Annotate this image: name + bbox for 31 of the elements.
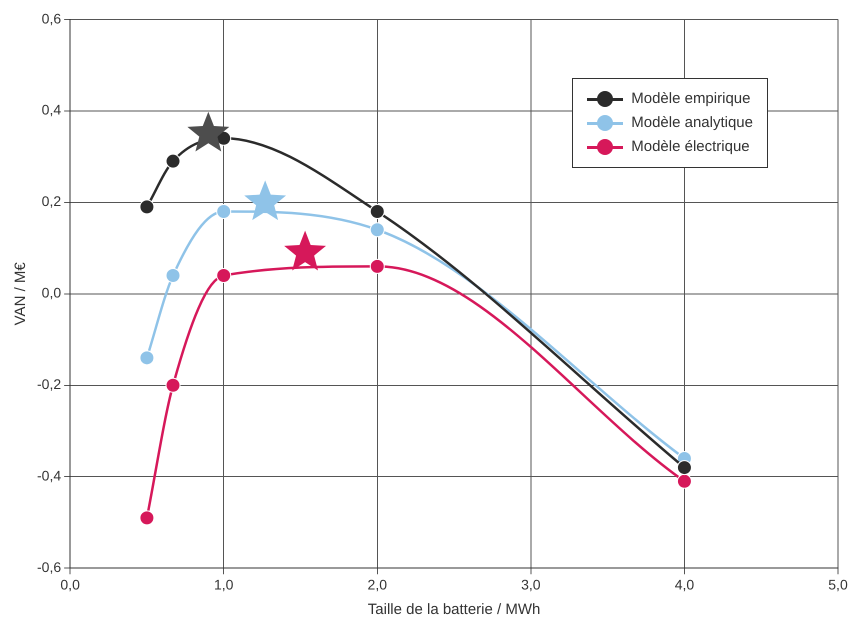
point bbox=[216, 268, 232, 284]
x-tick-label: 2,0 bbox=[368, 576, 388, 592]
legend-label: Modèle électrique bbox=[631, 137, 750, 157]
x-tick-label: 3,0 bbox=[521, 576, 541, 592]
legend-label: Modèle empirique bbox=[631, 89, 750, 109]
point bbox=[139, 199, 154, 214]
x-tick-label: 0,0 bbox=[60, 576, 80, 592]
x-tick-label: 1,0 bbox=[214, 576, 234, 592]
x-tick-label: 4,0 bbox=[674, 576, 694, 592]
point bbox=[370, 222, 385, 238]
point bbox=[166, 378, 181, 393]
point bbox=[676, 474, 692, 489]
y-tick-label: 0,4 bbox=[42, 102, 62, 118]
y-tick-label: -0,2 bbox=[37, 376, 62, 392]
y-tick-label: 0,6 bbox=[42, 10, 62, 26]
point bbox=[216, 204, 232, 219]
legend-label: Modèle analytique bbox=[631, 113, 753, 133]
point bbox=[676, 460, 692, 476]
point bbox=[370, 204, 385, 219]
y-axis-title: VAN / M€ bbox=[12, 262, 30, 326]
y-tick-label: -0,4 bbox=[37, 468, 62, 484]
point bbox=[139, 350, 154, 366]
point bbox=[370, 258, 385, 274]
point bbox=[139, 510, 154, 526]
point bbox=[166, 154, 181, 169]
point bbox=[166, 268, 181, 284]
y-tick-label: -0,6 bbox=[37, 559, 62, 576]
y-tick-label: 0,2 bbox=[42, 193, 62, 210]
x-axis-title: Taille de la batterie / MWh bbox=[368, 601, 540, 618]
y-tick-label: 0,0 bbox=[42, 284, 62, 301]
x-tick-label: 5,0 bbox=[828, 576, 848, 592]
